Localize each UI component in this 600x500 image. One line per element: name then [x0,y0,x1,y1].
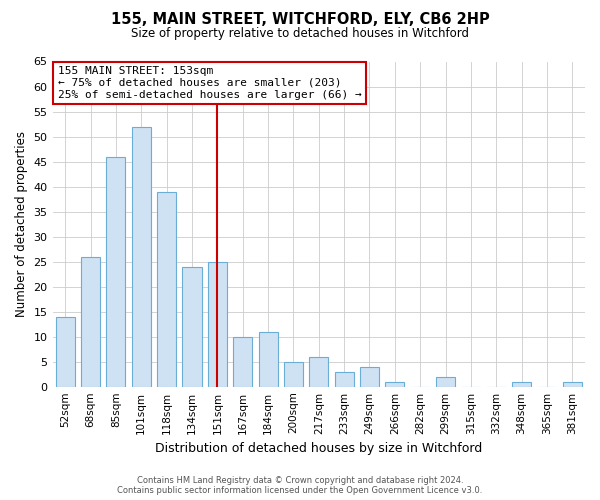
Text: 155 MAIN STREET: 153sqm
← 75% of detached houses are smaller (203)
25% of semi-d: 155 MAIN STREET: 153sqm ← 75% of detache… [58,66,362,100]
X-axis label: Distribution of detached houses by size in Witchford: Distribution of detached houses by size … [155,442,482,455]
Text: Size of property relative to detached houses in Witchford: Size of property relative to detached ho… [131,28,469,40]
Bar [259,332,278,386]
Y-axis label: Number of detached properties: Number of detached properties [15,131,28,317]
Text: Contains HM Land Registry data © Crown copyright and database right 2024.
Contai: Contains HM Land Registry data © Crown c… [118,476,482,495]
Bar [385,382,404,386]
Bar [309,356,328,386]
Bar [284,362,303,386]
Bar [563,382,582,386]
Bar [233,336,252,386]
Bar [512,382,531,386]
Text: 155, MAIN STREET, WITCHFORD, ELY, CB6 2HP: 155, MAIN STREET, WITCHFORD, ELY, CB6 2H… [110,12,490,28]
Bar [157,192,176,386]
Bar [182,266,202,386]
Bar [106,156,125,386]
Bar [132,126,151,386]
Bar [81,256,100,386]
Bar [360,366,379,386]
Bar [335,372,353,386]
Bar [208,262,227,386]
Bar [436,376,455,386]
Bar [56,316,75,386]
